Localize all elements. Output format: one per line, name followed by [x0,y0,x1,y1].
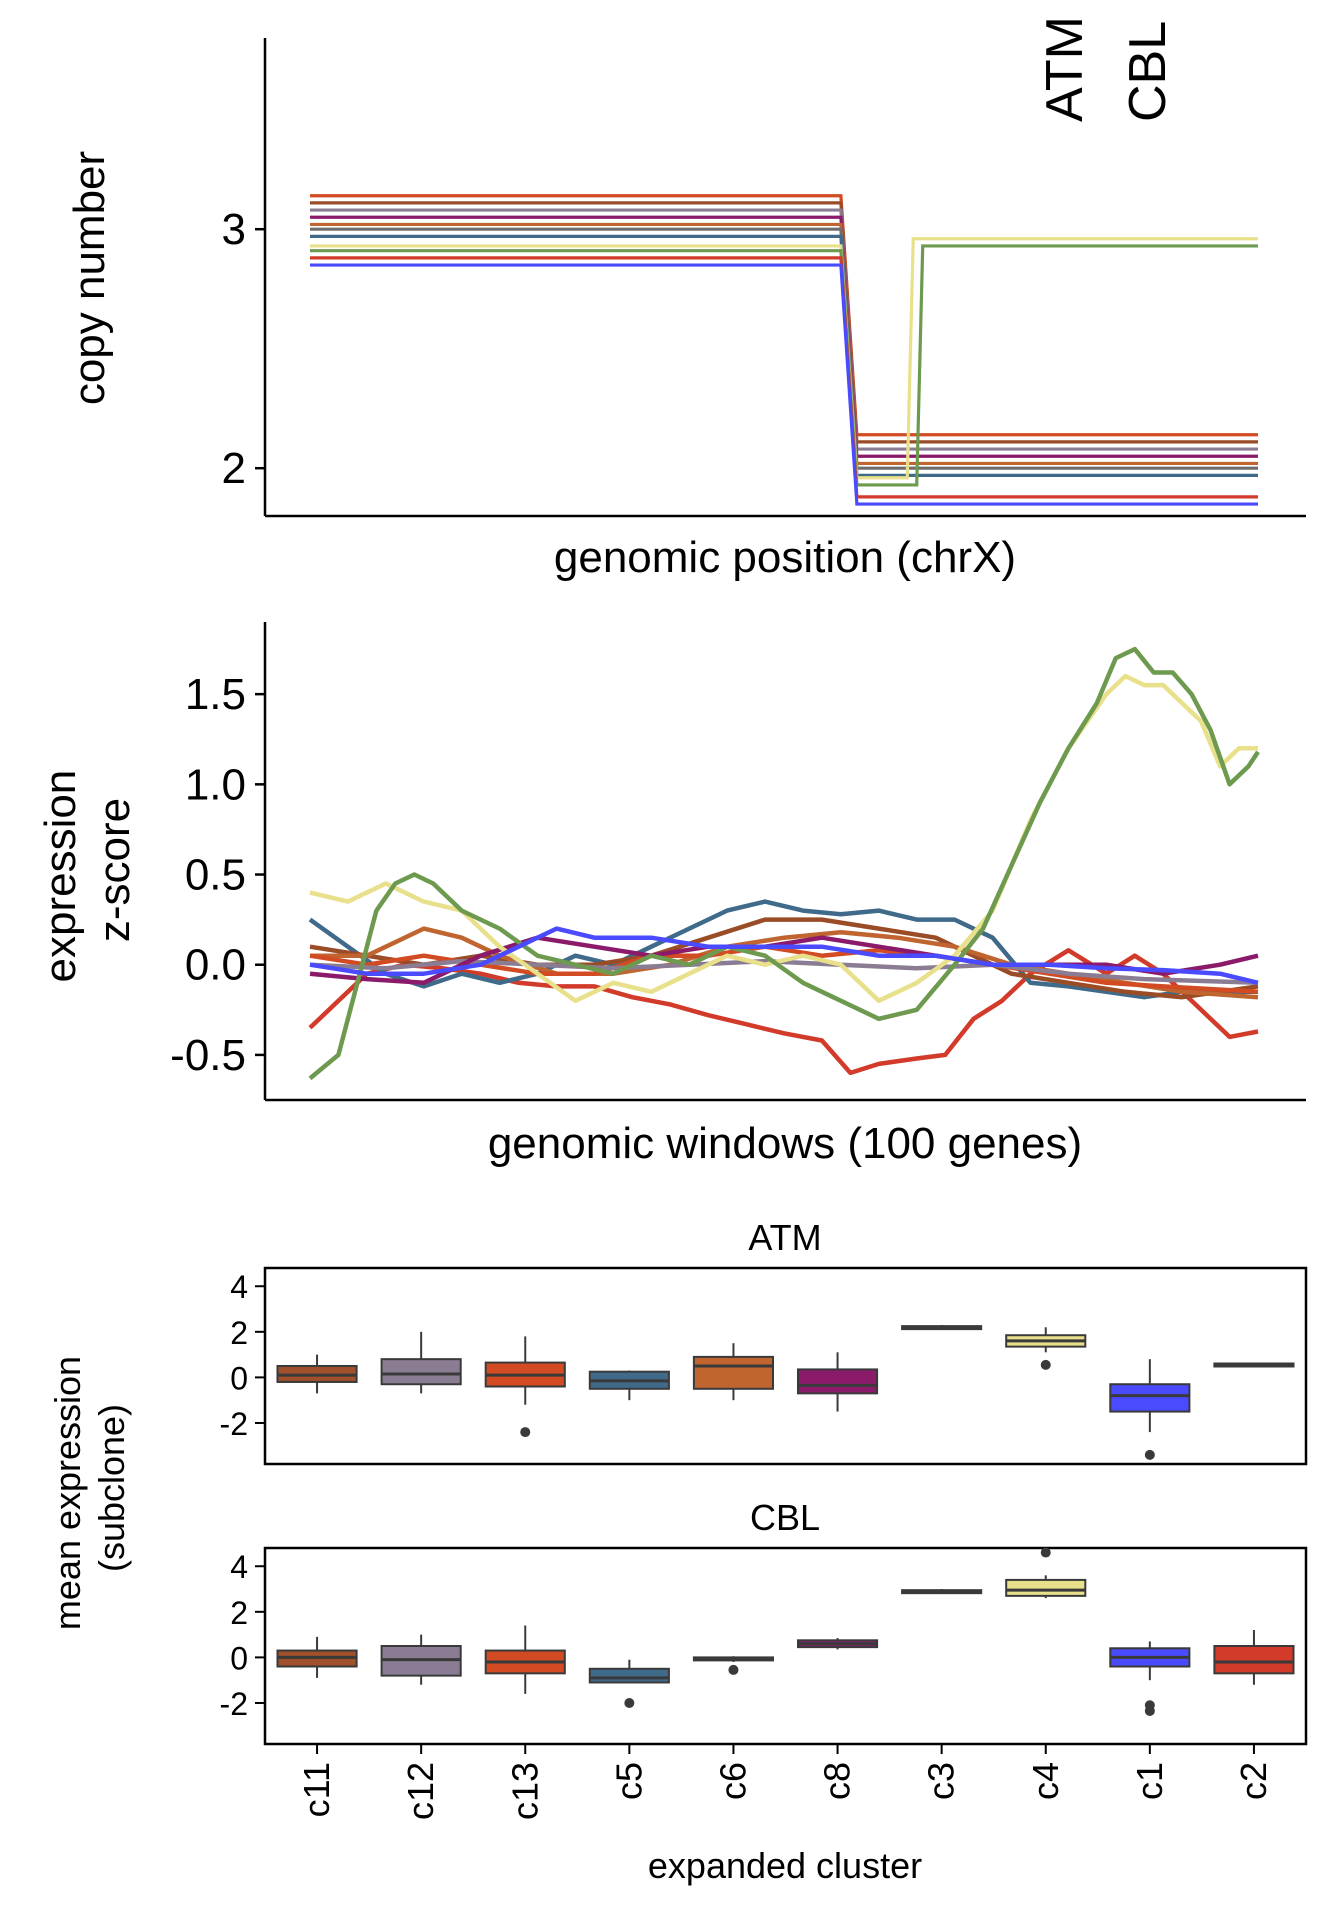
box-y-label: mean expression (subclone) [47,1346,132,1630]
cbl-y-tick-label: 0 [230,1640,248,1676]
copy-number-series-9 [310,244,1258,487]
atm-box-c1 [1109,1383,1191,1413]
cluster-x-tick-label-c3: c3 [921,1762,962,1800]
copy-number-annotation-atm: ATM [1036,16,1094,122]
expression-series-2 [308,899,1258,1000]
expression-panel: -0.5 0.0 0.5 1.0 1.5 expression z-score geno… [36,622,1306,1168]
box-x-label: expanded cluster [648,1845,922,1886]
expression-series-9 [308,646,1260,1081]
expression-series-6 [309,958,1259,986]
cbl-y-tick-label: -2 [220,1686,248,1722]
copy-number-y-ticks: 23 [222,205,265,493]
atm-y-tick-label: 4 [230,1269,248,1305]
cluster-x-tick-label-c5: c5 [608,1762,649,1800]
box-y-label-line-2: (subclone) [91,1404,132,1572]
cbl-outlier-c4 [1040,1547,1051,1558]
cbl-frame [263,1546,1308,1746]
atm-box-c12 [380,1358,462,1386]
cbl-box-c5 [588,1667,670,1684]
atm-outlier-c4 [1040,1359,1051,1370]
cbl-box-c4 [1005,1578,1087,1597]
cbl-outlier-c6 [728,1664,739,1675]
copy-number-x-label: genomic position (chrX) [554,533,1016,582]
cluster-x-tick-label-c2: c2 [1233,1762,1274,1800]
atm-box-c8 [796,1368,879,1395]
copy-number-series-11 [310,263,1258,506]
copy-number-lines [310,194,1258,506]
atm-y-tick-label: 2 [230,1315,248,1351]
cbl-outlier-c5 [624,1697,635,1708]
cbl-y-ticks: -2 0 2 4 [220,1549,265,1722]
expression-y-tick-label: 1.0 [185,760,246,809]
copy-number-series-7 [310,234,1258,477]
expression-y-label: expression z-score [36,757,139,982]
copy-number-series-5 [310,222,1258,466]
cluster-x-tick-label-c4: c4 [1025,1762,1066,1800]
atm-y-tick-label: -2 [220,1406,248,1442]
copy-number-series-8 [310,237,1258,480]
cluster-x-ticks: c11 c12 c13 c5 c6 c8 c3 c4 c1 c2 [296,1744,1274,1820]
cbl-title: CBL [750,1497,820,1538]
cbl-y-tick-label: 2 [230,1595,248,1631]
expression-x-label: genomic windows (100 genes) [488,1119,1082,1168]
expression-series-8 [309,673,1258,1004]
atm-title: ATM [748,1217,821,1258]
atm-frame [263,1266,1308,1466]
expression-series-7 [309,935,1259,986]
expression-y-label-line-1: expression [36,770,85,983]
cluster-x-tick-label-c11: c11 [296,1762,337,1817]
atm-y-ticks: -2 0 2 4 [220,1269,265,1442]
cbl-boxplot-panel: CBL -2 0 2 4 c11 c12 c13 c5 c6 c8 c3 c4 c1 c2 expand… [220,1497,1308,1886]
copy-number-y-tick-label: 2 [222,444,246,493]
copy-number-series-4 [310,215,1258,458]
expression-series-10 [309,926,1259,985]
cluster-x-tick-label-c12: c12 [400,1762,441,1820]
atm-outlier-c13 [520,1427,531,1438]
box-y-label-line-1: mean expression [47,1356,88,1630]
expression-y-tick-label: 0.0 [185,941,246,990]
cbl-boxes [276,1547,1295,1716]
cluster-x-tick-label-c13: c13 [504,1762,545,1820]
cbl-box-c2 [1213,1645,1295,1675]
atm-y-tick-label: 0 [230,1360,248,1396]
copy-number-panel: 23 ATM CBL copy number genomic position … [65,16,1306,582]
expression-y-ticks: -0.5 0.0 0.5 1.0 1.5 [170,670,265,1080]
expression-series-3 [309,917,1259,1000]
expression-y-tick-label: 1.5 [185,670,246,719]
copy-number-series-10 [310,256,1258,499]
copy-number-annotation-cbl: CBL [1119,21,1177,122]
expression-lines [308,646,1260,1081]
cluster-x-tick-label-c1: c1 [1129,1762,1170,1800]
copy-number-y-label: copy number [65,151,114,405]
expression-y-label-line-2: z-score [90,798,139,942]
atm-boxplot-panel: ATM -2 0 2 4 [220,1217,1308,1466]
cluster-x-tick-label-c8: c8 [817,1762,858,1800]
copy-number-series-1 [310,194,1258,437]
cbl-outlier-c1 [1144,1705,1155,1716]
copy-number-y-tick-label: 3 [222,205,246,254]
atm-box-c6 [692,1355,775,1390]
atm-outlier-c1 [1144,1449,1155,1460]
cluster-x-tick-label-c6: c6 [712,1762,753,1800]
expression-y-tick-label: 0.5 [185,851,246,900]
atm-boxes [276,1324,1295,1460]
cbl-y-tick-label: 4 [230,1549,248,1585]
expression-y-tick-label: -0.5 [170,1031,246,1080]
